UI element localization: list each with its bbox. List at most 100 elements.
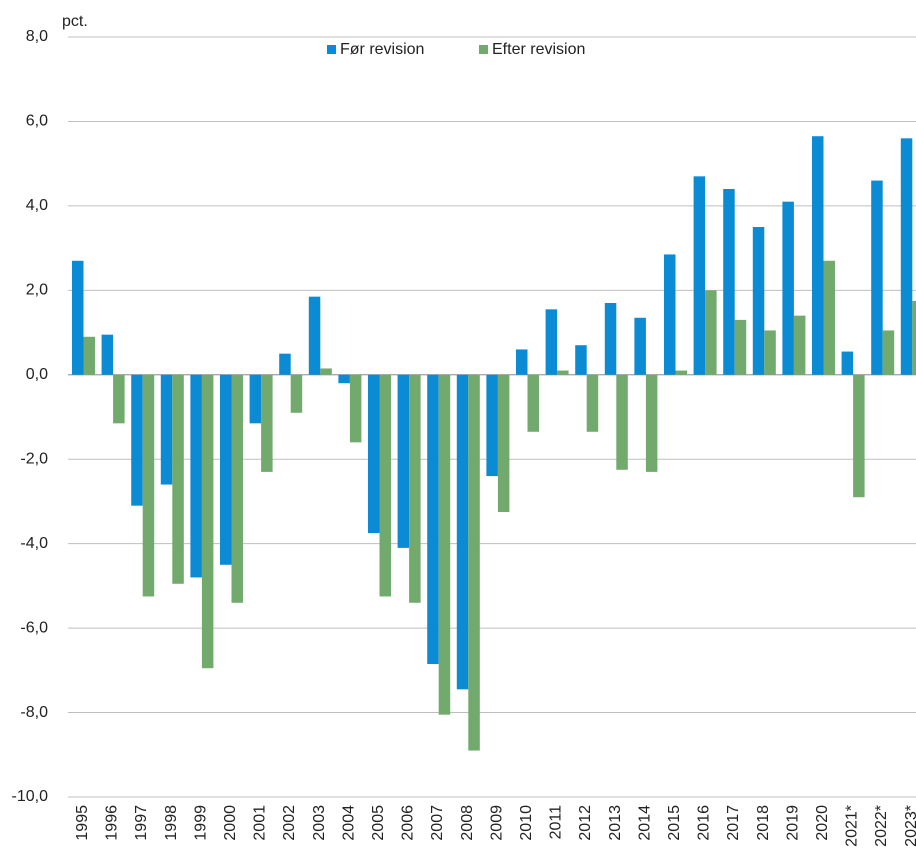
bar — [705, 290, 717, 375]
bar — [616, 374, 628, 470]
x-tick-label: 1995 — [74, 805, 91, 841]
bar — [871, 180, 883, 375]
bar — [634, 317, 646, 375]
x-tick-label: 2023* — [903, 805, 916, 847]
bar — [793, 315, 806, 375]
x-tick-label: 2000 — [222, 805, 239, 841]
bar — [397, 374, 410, 548]
bar — [279, 353, 291, 375]
bar — [160, 374, 173, 485]
bar — [72, 260, 84, 375]
y-axis-label: pct. — [62, 13, 88, 30]
legend-label: Efter revision — [492, 41, 585, 58]
bar — [841, 351, 854, 375]
bar — [900, 138, 913, 375]
x-tick-label: 2018 — [755, 805, 772, 841]
x-tick-label: 2006 — [400, 805, 417, 841]
bar — [427, 374, 439, 664]
x-tick-label: 2002 — [281, 805, 298, 841]
bar — [693, 176, 706, 375]
bar — [83, 336, 95, 375]
bar — [853, 374, 865, 498]
bar — [320, 368, 332, 375]
bar — [338, 374, 350, 384]
x-tick-label: 2007 — [429, 805, 446, 841]
bar — [131, 374, 143, 506]
x-tick-label: 1998 — [163, 805, 180, 841]
bar — [557, 370, 569, 375]
bar — [764, 330, 776, 375]
x-tick-label: 2008 — [459, 805, 476, 841]
legend-swatch — [479, 45, 488, 54]
bar — [409, 374, 421, 603]
bar — [231, 374, 243, 603]
x-tick-label: 1997 — [133, 805, 150, 841]
x-tick-label: 2011 — [548, 805, 565, 840]
x-tick-label: 2020 — [814, 805, 831, 841]
bar — [752, 227, 765, 375]
x-tick-label: 2022* — [873, 805, 890, 847]
y-tick-label: 0,0 — [26, 366, 48, 383]
bar — [113, 374, 125, 424]
legend-label: Før revision — [340, 41, 424, 58]
bar — [527, 374, 539, 432]
x-tick-label: 1999 — [192, 805, 209, 841]
bar — [664, 254, 676, 375]
bar — [142, 374, 155, 597]
bar — [368, 374, 380, 534]
x-tick-label: 2005 — [370, 805, 387, 841]
y-tick-label: 2,0 — [26, 282, 48, 299]
bar — [101, 334, 114, 375]
bar — [604, 303, 617, 375]
bar — [349, 374, 362, 443]
bar — [823, 260, 835, 375]
x-tick-label: 2013 — [607, 805, 624, 841]
bar — [468, 374, 480, 751]
bar — [723, 189, 735, 375]
bar — [379, 374, 391, 597]
x-tick-label: 2012 — [577, 805, 594, 841]
y-tick-label: -2,0 — [20, 450, 48, 467]
y-tick-label: -10,0 — [12, 788, 49, 805]
bar — [586, 374, 599, 432]
bar — [456, 374, 469, 690]
bar — [575, 345, 587, 375]
bar — [190, 374, 202, 578]
bar — [201, 374, 214, 669]
x-tick-label: 2019 — [784, 805, 801, 841]
bar — [545, 309, 558, 375]
y-tick-label: -4,0 — [20, 535, 48, 552]
x-tick-label: 2016 — [696, 805, 713, 841]
x-tick-label: 2010 — [518, 805, 535, 841]
bar — [290, 374, 303, 413]
x-tick-label: 2004 — [340, 805, 357, 841]
bar — [220, 374, 232, 565]
bar — [912, 300, 916, 375]
y-tick-label: 8,0 — [26, 28, 48, 45]
bar — [812, 136, 824, 375]
bar — [172, 374, 184, 584]
x-tick-label: 2003 — [311, 805, 328, 841]
x-tick-label: 2009 — [488, 805, 505, 841]
legend-swatch — [327, 45, 336, 54]
bar — [438, 374, 451, 715]
bar — [645, 374, 658, 472]
y-tick-label: -6,0 — [20, 619, 48, 636]
x-tick-label: 2017 — [725, 805, 742, 841]
bar — [516, 349, 528, 375]
bar — [308, 296, 321, 375]
x-tick-label: 1996 — [104, 805, 121, 841]
bar — [782, 201, 794, 375]
y-tick-label: 4,0 — [26, 197, 48, 214]
bar — [497, 374, 510, 512]
x-tick-label: 2014 — [636, 805, 653, 841]
y-tick-label: -8,0 — [20, 704, 48, 721]
bar — [249, 374, 262, 424]
bar — [675, 370, 687, 375]
bar — [734, 319, 747, 375]
x-tick-label: 2015 — [666, 805, 683, 841]
x-tick-label: 2001 — [252, 805, 269, 841]
bar — [882, 330, 895, 375]
bar — [486, 374, 498, 477]
